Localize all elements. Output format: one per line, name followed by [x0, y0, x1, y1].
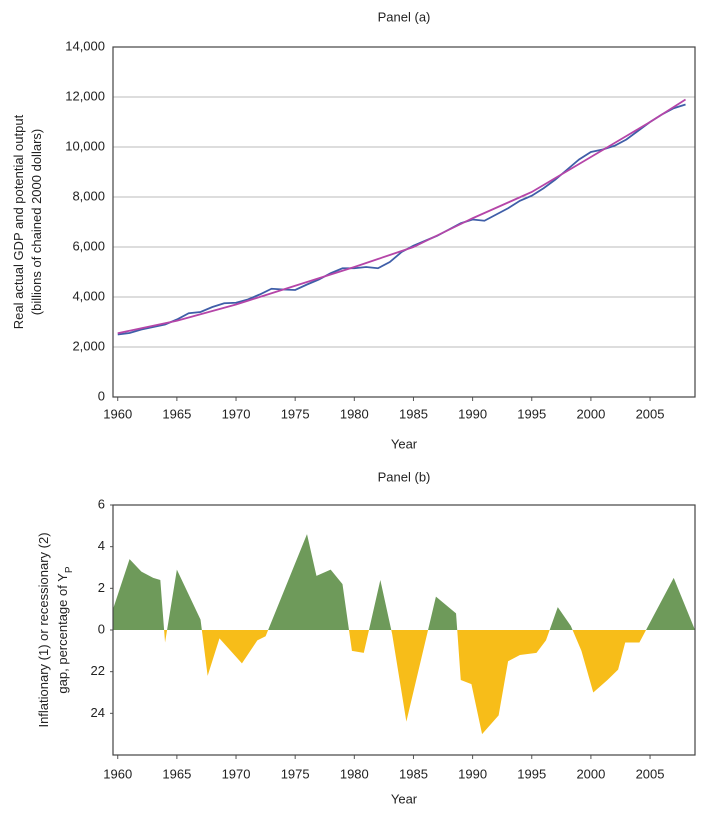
panel-title: Panel (a): [378, 9, 431, 24]
x-tick-label: 1960: [103, 406, 132, 421]
y-tick-label: 10,000: [65, 138, 105, 153]
x-tick-label: 1975: [281, 406, 310, 421]
x-tick-label: 1965: [162, 406, 191, 421]
y-tick-label: 4: [98, 538, 105, 553]
x-tick-label: 1985: [399, 766, 428, 781]
y-tick-label: 0: [98, 388, 105, 403]
x-tick-label: 2005: [636, 406, 665, 421]
y-axis-label-subscript: P: [64, 566, 75, 573]
x-tick-label: 1990: [458, 766, 487, 781]
plot-frame: [112, 46, 696, 398]
area-negative: [113, 630, 695, 735]
line-series: [117, 98, 687, 335]
y-axis-label: (billions of chained 2000 dollars): [29, 129, 44, 315]
x-tick-label: 1980: [340, 766, 369, 781]
y-tick-label: 6,000: [72, 238, 105, 253]
x-axis-label: Year: [391, 436, 418, 451]
x-tick-label: 1970: [222, 766, 251, 781]
x-tick-label: 1980: [340, 406, 369, 421]
panel-title: Panel (b): [378, 469, 431, 484]
y-axis-label: gap, percentage of YP: [55, 566, 75, 693]
x-tick-label: 1995: [517, 406, 546, 421]
y-axis-label: Inflationary (1) or recessionary (2): [36, 532, 51, 727]
y-tick-label: 14,000: [65, 38, 105, 53]
x-tick-label: 1960: [103, 766, 132, 781]
y-tick-label: 8,000: [72, 188, 105, 203]
x-tick-label: 1975: [281, 766, 310, 781]
x-tick-label: 1990: [458, 406, 487, 421]
x-axis-label: Year: [391, 791, 418, 806]
y-axis-label-part: Real actual GDP and potential output: [11, 114, 26, 329]
y-tick-label: 2: [98, 580, 105, 595]
y-tick-label: 0: [98, 621, 105, 636]
line-series: [117, 103, 686, 336]
x-tick-label: 1995: [517, 766, 546, 781]
y-axis-label-part: (billions of chained 2000 dollars): [29, 129, 44, 315]
y-axis-label-part: gap, percentage of Y: [55, 573, 70, 694]
y-tick-label: 12,000: [65, 88, 105, 103]
y-tick-label: 2,000: [72, 338, 105, 353]
y-tick-label: 6: [98, 496, 105, 511]
x-tick-label: 1965: [162, 766, 191, 781]
y-axis-label: Real actual GDP and potential output: [11, 114, 26, 329]
plot-frame: [112, 504, 696, 756]
area-positive: [113, 534, 695, 630]
y-tick-label: 22: [91, 663, 105, 678]
y-tick-label: 4,000: [72, 288, 105, 303]
x-tick-label: 2000: [576, 766, 605, 781]
x-tick-label: 1985: [399, 406, 428, 421]
x-tick-label: 2005: [636, 766, 665, 781]
x-tick-label: 2000: [576, 406, 605, 421]
x-tick-label: 1970: [222, 406, 251, 421]
y-axis-label-part: Inflationary (1) or recessionary (2): [36, 532, 51, 727]
y-tick-label: 24: [91, 705, 105, 720]
